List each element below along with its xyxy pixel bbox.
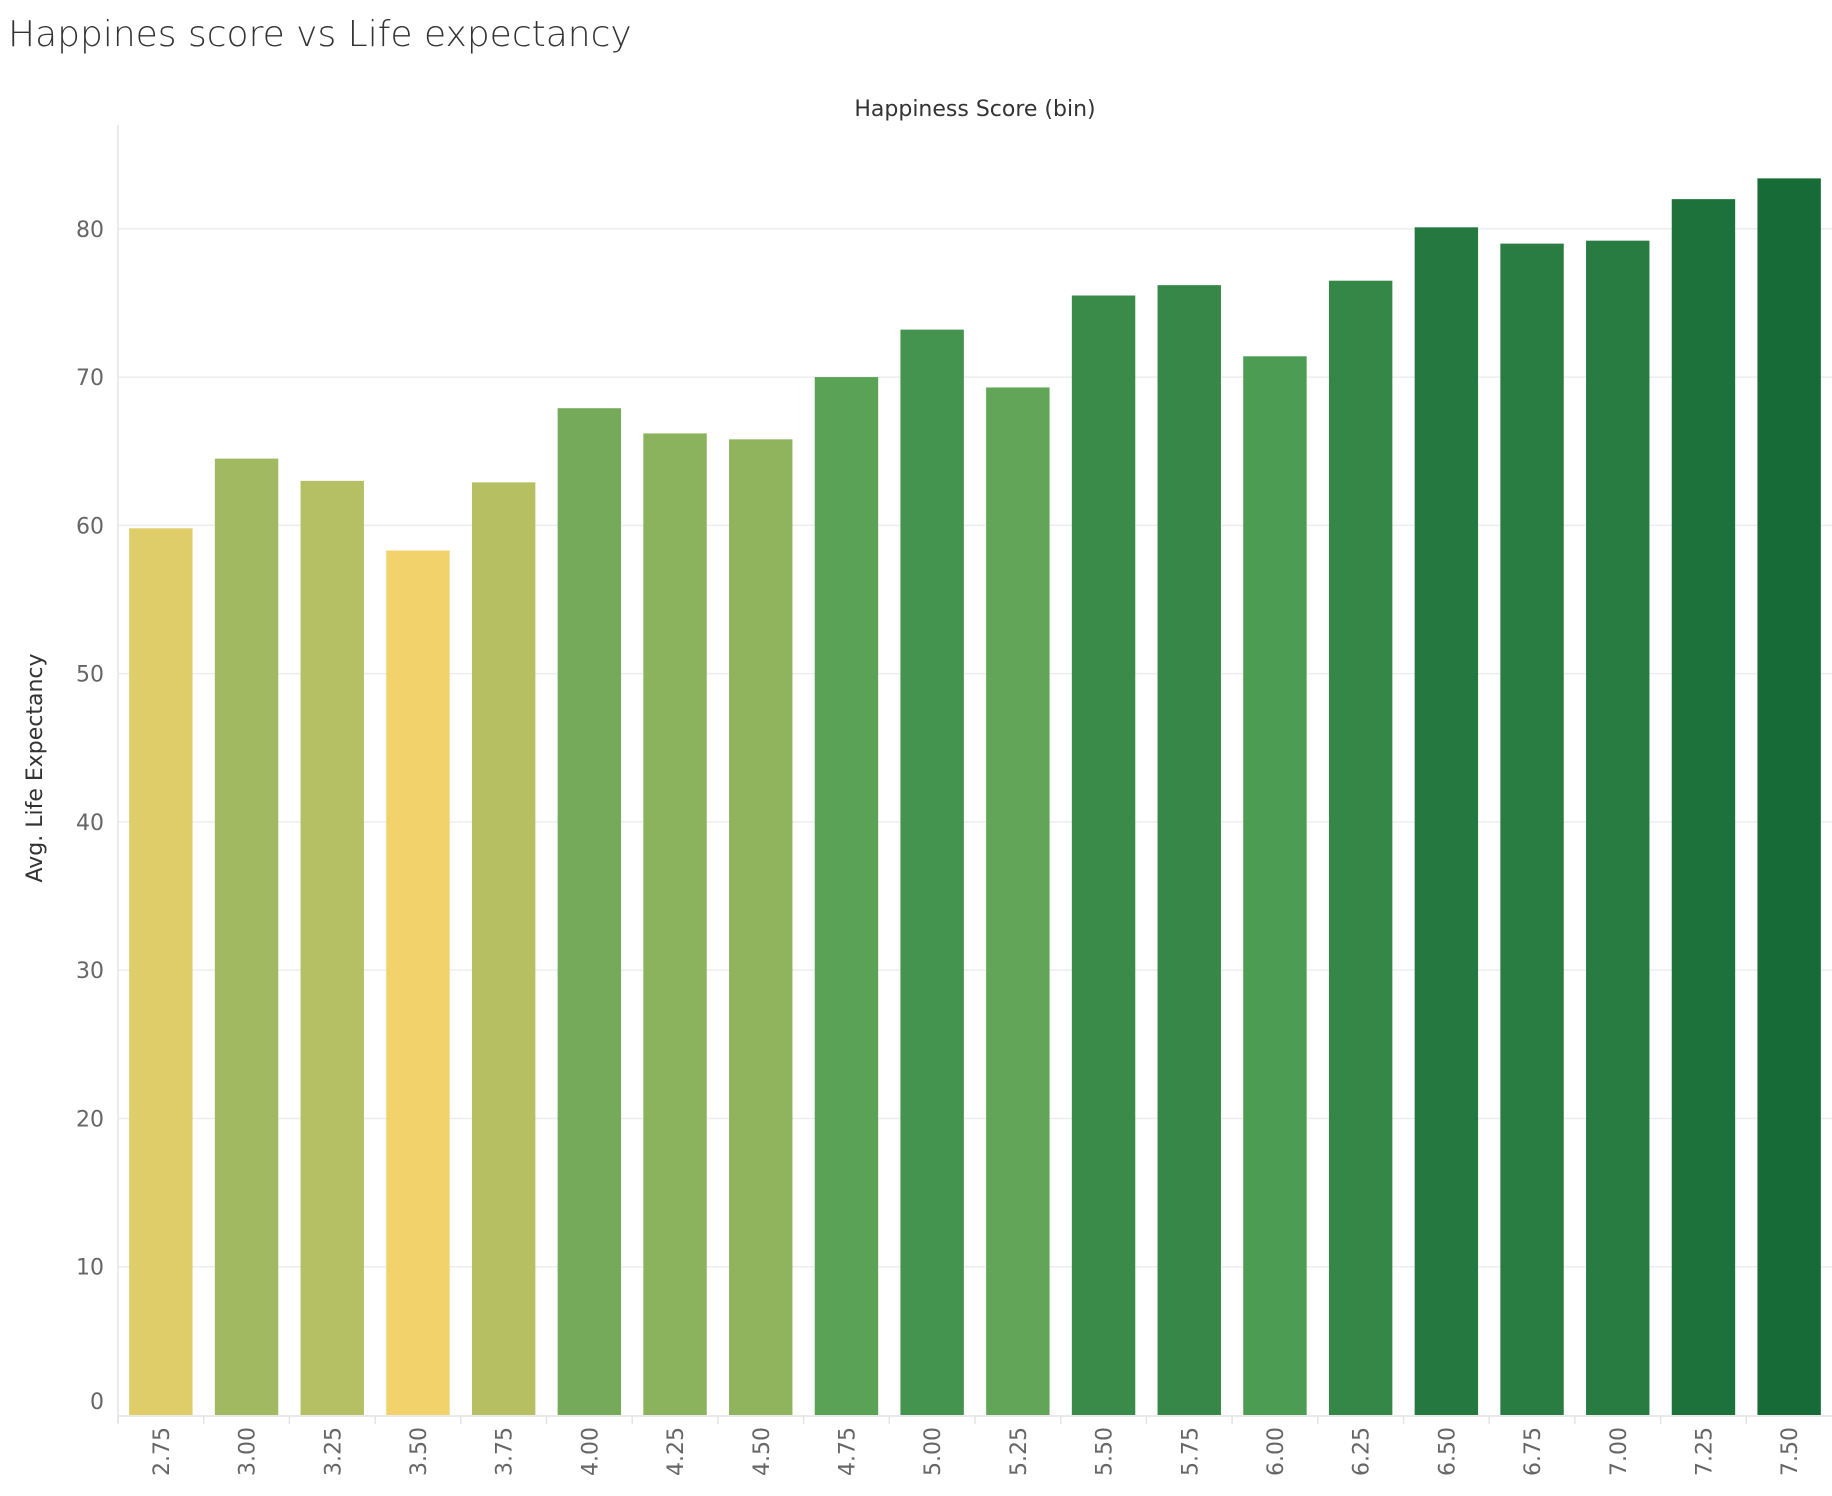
x-tick-label: 3.00 xyxy=(236,1427,261,1476)
bar-5-25[interactable] xyxy=(986,387,1050,1416)
x-tick-label: 5.50 xyxy=(1093,1427,1118,1476)
axes xyxy=(117,125,1832,1423)
x-tick-label: 5.25 xyxy=(1007,1427,1032,1476)
x-tick-label: 4.50 xyxy=(750,1427,775,1476)
bar-2-75[interactable] xyxy=(129,528,193,1415)
x-tick-label: 4.75 xyxy=(835,1427,860,1476)
y-tick-label: 50 xyxy=(76,663,104,688)
bar-6-50[interactable] xyxy=(1414,227,1479,1416)
x-tick-label: 6.25 xyxy=(1350,1427,1375,1476)
y-tick-label: 20 xyxy=(76,1107,104,1132)
bar-4-50[interactable] xyxy=(729,439,793,1415)
bar-7-00[interactable] xyxy=(1586,240,1650,1416)
bar-3-75[interactable] xyxy=(471,482,536,1415)
bar-6-75[interactable] xyxy=(1500,243,1564,1415)
gridlines xyxy=(118,228,1832,1268)
bar-6-00[interactable] xyxy=(1243,356,1307,1416)
x-tick-label: 3.25 xyxy=(321,1427,346,1476)
bar-3-25[interactable] xyxy=(300,480,364,1415)
y-tick-label: 80 xyxy=(76,218,104,243)
bar-5-00[interactable] xyxy=(900,329,964,1415)
y-axis-title: Avg. Life Expectancy xyxy=(23,653,48,882)
bars xyxy=(129,178,1821,1416)
bar-5-75[interactable] xyxy=(1157,285,1221,1415)
y-tick-label: 10 xyxy=(76,1256,104,1281)
page-title: Happines score vs Life expectancy xyxy=(8,14,632,55)
x-axis-title: Happiness Score (bin) xyxy=(854,97,1095,122)
bar-3-50[interactable] xyxy=(386,550,450,1415)
x-tick-label: 7.25 xyxy=(1692,1427,1717,1476)
bar-5-50[interactable] xyxy=(1071,295,1136,1416)
bar-4-75[interactable] xyxy=(814,377,879,1415)
y-ticks: 0 10 20 30 40 50 60 70 80 xyxy=(76,218,104,1415)
bar-4-25[interactable] xyxy=(643,433,707,1415)
x-tick-label: 3.50 xyxy=(407,1427,432,1476)
y-tick-label: 60 xyxy=(76,514,104,539)
x-tick-label: 6.50 xyxy=(1435,1427,1460,1476)
x-tick-label: 4.00 xyxy=(578,1427,603,1476)
y-tick-label: 0 xyxy=(90,1390,104,1415)
x-ticks: 2.75 3.00 3.25 3.50 3.75 4.00 4.25 4.50 4.75 5.00… xyxy=(117,1416,1803,1476)
bar-7-50[interactable] xyxy=(1757,178,1821,1416)
x-tick-label: 2.75 xyxy=(150,1427,175,1476)
x-tick-label: 3.75 xyxy=(493,1427,518,1476)
bar-3-00[interactable] xyxy=(214,458,279,1415)
x-tick-label: 5.00 xyxy=(921,1427,946,1476)
bar-6-25[interactable] xyxy=(1328,280,1393,1415)
y-tick-label: 70 xyxy=(76,366,104,391)
x-tick-label: 5.75 xyxy=(1178,1427,1203,1476)
bar-7-25[interactable] xyxy=(1671,199,1736,1415)
x-tick-label: 6.75 xyxy=(1521,1427,1546,1476)
x-tick-label: 7.00 xyxy=(1607,1427,1632,1476)
x-tick-label: 4.25 xyxy=(664,1427,689,1476)
x-tick-label: 6.00 xyxy=(1264,1427,1289,1476)
y-tick-label: 30 xyxy=(76,959,104,984)
y-tick-label: 40 xyxy=(76,811,104,836)
x-tick-label: 7.50 xyxy=(1778,1427,1803,1476)
bar-4-00[interactable] xyxy=(557,408,622,1415)
